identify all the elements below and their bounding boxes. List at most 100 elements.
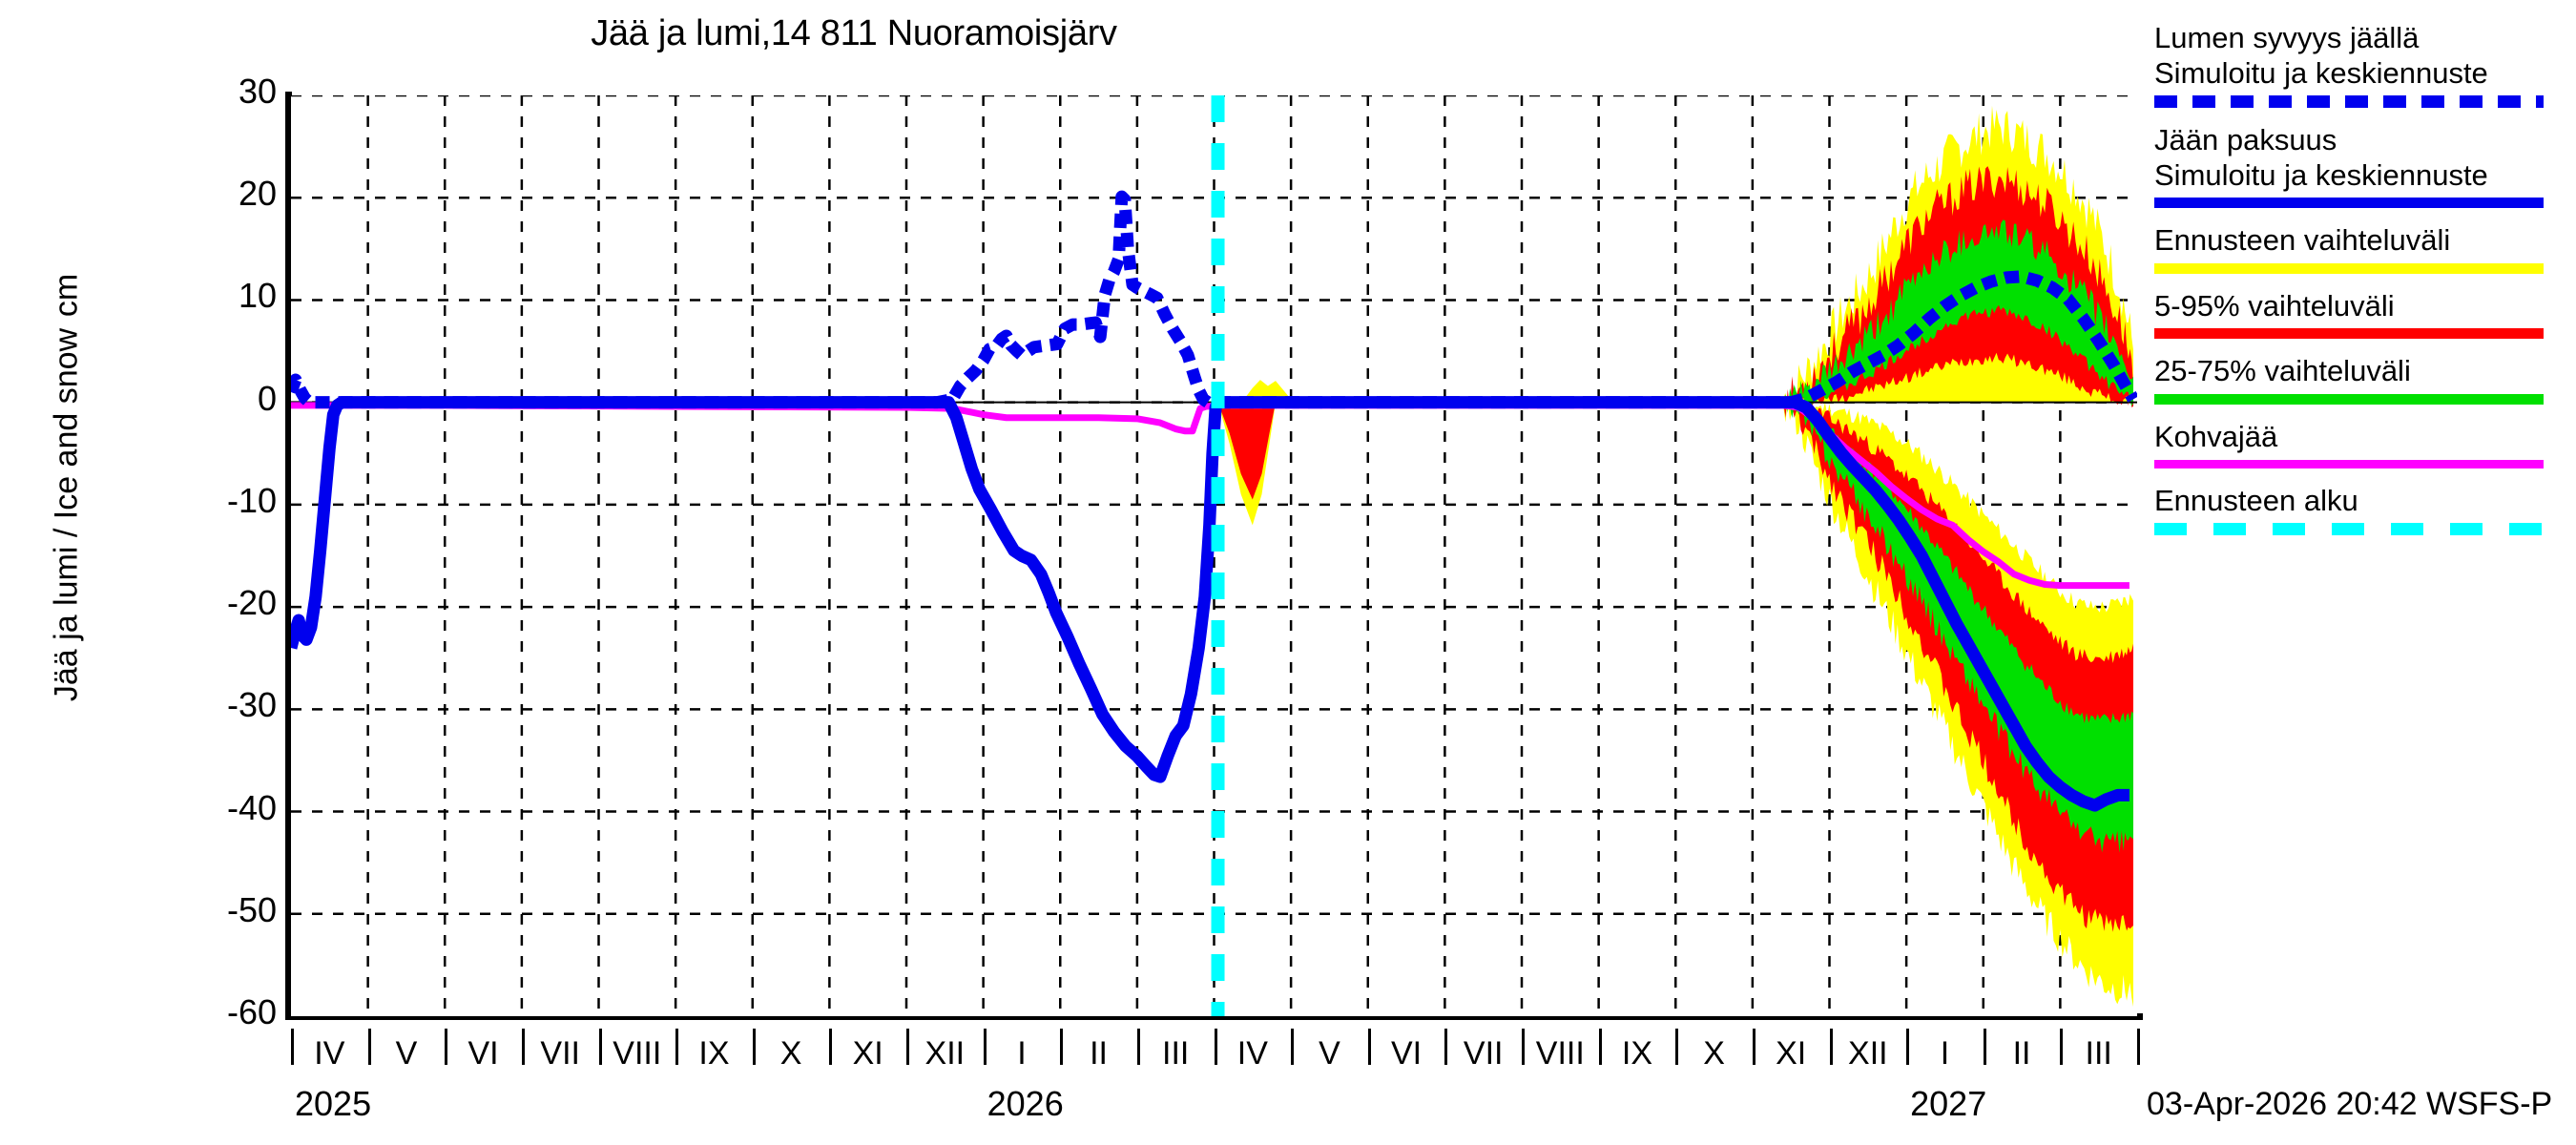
x-tick-label: X [779,1035,802,1072]
x-tick-separator [2060,1029,2064,1065]
legend-item-forecast-range[interactable]: Ennusteen vaihteluväli [2154,223,2574,274]
x-tick-label: IV [1236,1035,1268,1072]
x-tick-label: IX [698,1035,730,1072]
x-tick-separator [1444,1029,1448,1065]
y-axis-unit: cm [48,273,85,318]
legend-label: Simuloitu ja keskiennuste [2154,55,2488,90]
x-tick-separator [1522,1029,1525,1065]
x-axis-year-label: 2027 [1910,1084,1987,1123]
y-tick-label: 0 [257,378,277,418]
x-axis-year-label: 2025 [295,1084,372,1123]
plot-canvas [291,95,2137,1016]
x-tick-separator [1829,1029,1833,1065]
legend-swatch-forecast-range [2154,262,2544,274]
snow-band-25-75 [1783,219,2133,413]
legend-swatch-range-5-95 [2154,328,2544,340]
x-tick-separator [1675,1029,1679,1065]
legend-swatch-range-25-75 [2154,394,2544,406]
legend-item-range-5-95[interactable]: 5-95% vaihteluväli [2154,289,2574,340]
x-tick-label: V [395,1035,418,1072]
x-tick-label: XI [852,1035,883,1072]
x-tick-separator [752,1029,756,1065]
x-tick-label: VII [540,1035,580,1072]
legend-item-range-25-75[interactable]: 25-75% vaihteluväli [2154,354,2574,406]
x-tick-label: I [1017,1035,1027,1072]
series-ice-thickness [291,396,2129,812]
y-axis-ticks: 30 20 10 0 -10 -20 -30 -40 -50 -60 [134,0,277,1145]
x-tick-label: XI [1776,1035,1807,1072]
legend-label: 5-95% vaihteluväli [2154,288,2395,323]
legend-label: Jään paksuus [2154,123,2337,157]
y-tick-label: -50 [226,889,277,929]
y-tick-label: -10 [226,480,277,520]
x-tick-label: III [1162,1035,1190,1072]
x-tick-separator [906,1029,909,1065]
x-tick-label: VIII [1535,1035,1585,1072]
x-tick-separator [1983,1029,1986,1065]
x-tick-separator [367,1029,371,1065]
y-tick-label: 20 [238,174,277,214]
x-tick-label: IV [314,1035,345,1072]
x-tick-label: XII [924,1035,966,1072]
x-tick-separator [598,1029,602,1065]
x-tick-separator [1906,1029,1910,1065]
x-tick-label: II [2012,1035,2031,1072]
x-tick-separator [1136,1029,1140,1065]
x-tick-label: II [1090,1035,1109,1072]
legend-swatch-forecast-start [2154,523,2544,536]
x-tick-label: VII [1463,1035,1504,1072]
x-tick-separator [983,1029,987,1065]
legend-swatch-snow-depth-on-ice [2154,95,2544,109]
y-tick-label: 10 [238,276,277,316]
legend-label: Kohvajää [2154,420,2278,454]
y-tick-label: 30 [238,72,277,111]
y-tick-label: -20 [226,583,277,623]
x-tick-label: IX [1621,1035,1652,1072]
x-tick-separator [445,1029,448,1065]
x-tick-separator [1060,1029,1064,1065]
x-tick-label: VIII [613,1035,662,1072]
chart-legend: Lumen syvyys jäällä Simuloitu ja keskienn… [2154,21,2574,551]
chart-title: Jää ja lumi,14 811 Nuoramoisjärv [591,13,1117,53]
legend-item-ice-thickness[interactable]: Jään paksuus Simuloitu ja keskiennuste [2154,123,2574,209]
legend-label: Ennusteen vaihteluväli [2154,223,2451,258]
x-axis-year-label: 2026 [987,1084,1064,1123]
legend-swatch-slush-ice [2154,459,2544,468]
y-axis-line [285,92,292,1020]
x-tick-label: III [2085,1035,2112,1072]
y-tick-label: -30 [226,685,277,725]
x-tick-label: VI [467,1035,499,1072]
legend-label: Ennusteen alku [2154,483,2358,517]
x-tick-separator [1291,1029,1295,1065]
legend-item-forecast-start[interactable]: Ennusteen alku [2154,484,2574,536]
series-snow-depth [291,190,2137,409]
legend-label: Lumen syvyys jäällä [2154,21,2420,54]
legend-swatch-ice-thickness [2154,198,2544,209]
y-tick-label: -60 [226,992,277,1031]
x-tick-separator [829,1029,833,1065]
x-axis-line [285,1013,2143,1020]
x-tick-separator [521,1029,525,1065]
x-tick-label: X [1703,1035,1725,1072]
x-tick-separator [675,1029,679,1065]
legend-item-snow-depth-on-ice[interactable]: Lumen syvyys jäällä Simuloitu ja keskienn… [2154,21,2574,109]
y-tick-label: -40 [226,787,277,827]
x-tick-separator [1752,1029,1755,1065]
x-tick-label: V [1319,1035,1340,1072]
x-tick-separator [1367,1029,1371,1065]
legend-item-slush-ice[interactable]: Kohvajää [2154,420,2574,468]
legend-label: 25-75% vaihteluväli [2154,354,2411,388]
legend-label: Simuloitu ja keskiennuste [2154,157,2488,192]
x-tick-label: VI [1391,1035,1423,1072]
x-tick-separator [291,1029,294,1065]
early-forecast-band-5-95 [1217,402,1276,500]
x-tick-separator [2137,1029,2140,1065]
plot-area [291,95,2137,1016]
footer-timestamp: 03-Apr-2026 20:42 WSFS-P [2147,1086,2553,1122]
ice-band-5-95 [1783,395,2133,932]
x-tick-separator [1214,1029,1217,1065]
x-tick-label: I [1940,1035,1950,1072]
x-tick-separator [1598,1029,1602,1065]
x-tick-label: XII [1848,1035,1888,1072]
